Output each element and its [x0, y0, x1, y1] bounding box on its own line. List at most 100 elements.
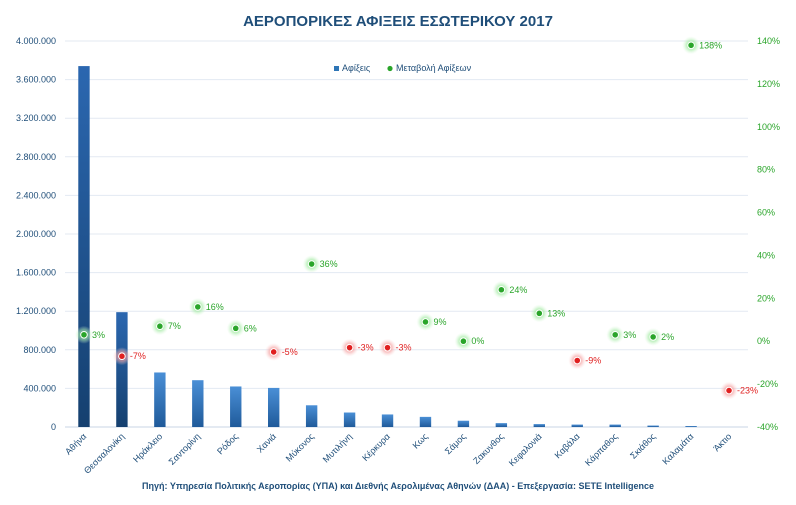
y-tick-label: 400.000 — [23, 383, 56, 393]
data-point — [345, 343, 354, 352]
legend-label-arrivals: Αφίξεις — [342, 63, 371, 73]
y2-tick-label: 80% — [757, 165, 775, 175]
data-label: 36% — [320, 259, 338, 269]
y2-tick-label: 0% — [757, 336, 770, 346]
data-point — [459, 337, 468, 346]
data-point — [118, 352, 126, 361]
legend: Αφίξεις Μεταβολή Αφίξεων — [334, 63, 472, 73]
category-label: Σάμος — [443, 431, 468, 456]
data-label: 3% — [623, 330, 636, 340]
y2-tick-label: 140% — [757, 36, 780, 46]
data-point — [231, 324, 240, 333]
category-label: Σαντορίνη — [167, 431, 203, 467]
bar — [154, 372, 166, 427]
category-label: Καβάλα — [553, 431, 582, 460]
data-label: -5% — [282, 347, 298, 357]
data-point — [421, 318, 430, 326]
chart-title: ΑΕΡΟΠΟΡΙΚΕΣ ΑΦΙΞΕΙΣ ΕΣΩΤΕΡΙΚΟΥ 2017 — [243, 13, 553, 30]
bar — [571, 424, 583, 427]
y-tick-label: 2.800.000 — [16, 152, 56, 162]
y2-tick-label: -20% — [757, 379, 778, 389]
category-label: Κέρκυρα — [360, 431, 392, 463]
bar — [609, 424, 621, 427]
data-label: 3% — [92, 330, 105, 340]
left-axis-ticks: 0 400.000 800.000 1.200.000 1.600.000 2.000.0… — [16, 36, 56, 432]
category-label: Μυτιλήνη — [321, 431, 354, 464]
bars-arrivals — [78, 66, 697, 427]
bar — [381, 414, 394, 427]
bar — [78, 66, 90, 427]
right-axis-ticks: -40% -20% 0% 20% 40% 60% 80% 100% 120% 140% — [757, 36, 780, 432]
category-label: Μύκονος — [284, 431, 317, 464]
data-label: 2% — [661, 332, 674, 342]
category-label: Κάρπαθος — [583, 431, 620, 468]
y2-tick-label: -40% — [757, 422, 778, 432]
bar — [685, 426, 697, 427]
y-tick-label: 1.200.000 — [16, 306, 56, 316]
category-label: Θεσσαλονίκη — [82, 431, 126, 475]
data-label: 7% — [168, 321, 181, 331]
legend-swatch-arrivals — [334, 66, 339, 71]
data-point — [611, 330, 619, 339]
bar — [192, 380, 204, 427]
data-point — [194, 303, 202, 311]
legend-swatch-change — [387, 65, 393, 72]
category-label: Αθήνα — [63, 431, 88, 456]
y-tick-label: 3.600.000 — [16, 75, 56, 85]
data-point — [573, 356, 582, 365]
data-point — [80, 330, 88, 339]
data-label: -9% — [585, 356, 601, 366]
bar — [419, 416, 432, 427]
data-label: 16% — [206, 302, 224, 312]
data-label: -3% — [396, 343, 412, 353]
category-label: Κως — [411, 431, 431, 451]
bar — [116, 312, 128, 427]
gridlines — [65, 40, 748, 428]
y-tick-label: 800.000 — [23, 345, 56, 355]
y2-tick-label: 20% — [757, 293, 775, 303]
y-tick-label: 4.000.000 — [16, 36, 56, 46]
data-label: 0% — [471, 336, 484, 346]
y-tick-label: 2.400.000 — [16, 190, 56, 200]
category-label: Καλαμάτα — [660, 431, 695, 466]
data-point — [725, 386, 733, 395]
source-note: Πηγή: Υπηρεσία Πολιτικής Αεροπορίας (ΥΠΑ… — [142, 481, 654, 491]
y-tick-label: 3.200.000 — [16, 113, 56, 123]
category-label: Σκιάθος — [628, 431, 658, 461]
data-label: -7% — [130, 351, 146, 361]
legend-label-change: Μεταβολή Αφίξεων — [396, 63, 472, 73]
data-point — [535, 309, 544, 318]
bar — [647, 425, 659, 427]
y2-tick-label: 60% — [757, 208, 775, 218]
data-label: -23% — [737, 386, 758, 396]
category-label: Κεφαλονιά — [507, 431, 544, 468]
y2-tick-label: 100% — [757, 122, 780, 132]
category-label: Ζακυνθος — [471, 431, 506, 466]
points-change: 3% -7% 7% 16% 6% -5% 36% -3% -3% 9% 0% 24% 13% -9% 3% 2… — [74, 36, 758, 400]
bar — [230, 386, 242, 427]
bar — [533, 424, 545, 427]
data-point — [307, 260, 316, 268]
data-label: 138% — [699, 40, 722, 50]
category-label: Ηράκλειο — [131, 431, 164, 464]
category-label: Ρόδος — [215, 431, 240, 456]
y2-tick-label: 120% — [757, 79, 780, 89]
y2-tick-label: 40% — [757, 250, 775, 260]
bar — [305, 405, 318, 427]
bar — [268, 387, 280, 427]
data-label: 6% — [244, 323, 257, 333]
category-label: Χανιά — [255, 431, 278, 454]
data-point — [497, 285, 506, 294]
data-label: 9% — [433, 317, 446, 327]
bar — [495, 423, 508, 427]
data-point — [269, 348, 278, 356]
data-point — [687, 41, 695, 50]
data-label: -3% — [358, 343, 374, 353]
data-point — [156, 322, 164, 331]
y-tick-label: 2.000.000 — [16, 229, 56, 239]
data-point — [649, 333, 657, 341]
y-tick-label: 1.600.000 — [16, 268, 56, 278]
